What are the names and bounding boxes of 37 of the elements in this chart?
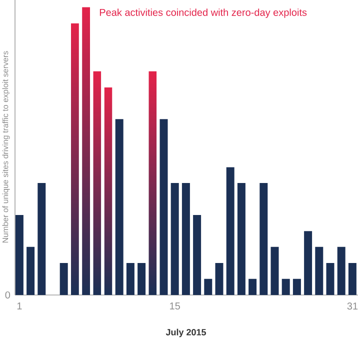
bar	[182, 183, 190, 295]
y-axis-title: Number of unique sites driving traffic to exploit servers	[2, 51, 10, 243]
bar	[193, 214, 202, 295]
bar	[160, 119, 168, 295]
bar	[326, 263, 334, 295]
bar	[337, 246, 346, 295]
bar	[26, 246, 35, 295]
bar	[292, 278, 301, 295]
text: 0	[5, 291, 10, 299]
x-tick-label: 31	[347, 302, 358, 310]
bar	[115, 119, 124, 295]
bar	[248, 278, 257, 295]
bar	[226, 167, 234, 295]
bar	[148, 71, 157, 295]
bar	[170, 183, 179, 295]
bar	[104, 87, 112, 295]
bar	[38, 183, 46, 295]
bar	[315, 246, 324, 295]
bar	[260, 183, 268, 295]
bar	[282, 278, 290, 295]
bar	[82, 7, 90, 295]
bar	[304, 231, 312, 295]
x-axis-title: July 2015	[166, 328, 206, 338]
bar	[237, 183, 246, 295]
bar	[93, 71, 102, 295]
bar	[348, 263, 356, 295]
bar	[126, 263, 134, 295]
bar	[270, 246, 279, 295]
x-tick-label: 15	[170, 302, 180, 310]
bar	[15, 214, 24, 295]
bar	[60, 263, 68, 295]
annotation: Peak activities coincided with zero-day exploits	[100, 8, 307, 18]
bar	[70, 23, 79, 295]
x-tick-label: 1	[17, 302, 22, 310]
bar	[138, 263, 146, 295]
bar	[215, 263, 224, 295]
bar	[204, 278, 212, 295]
